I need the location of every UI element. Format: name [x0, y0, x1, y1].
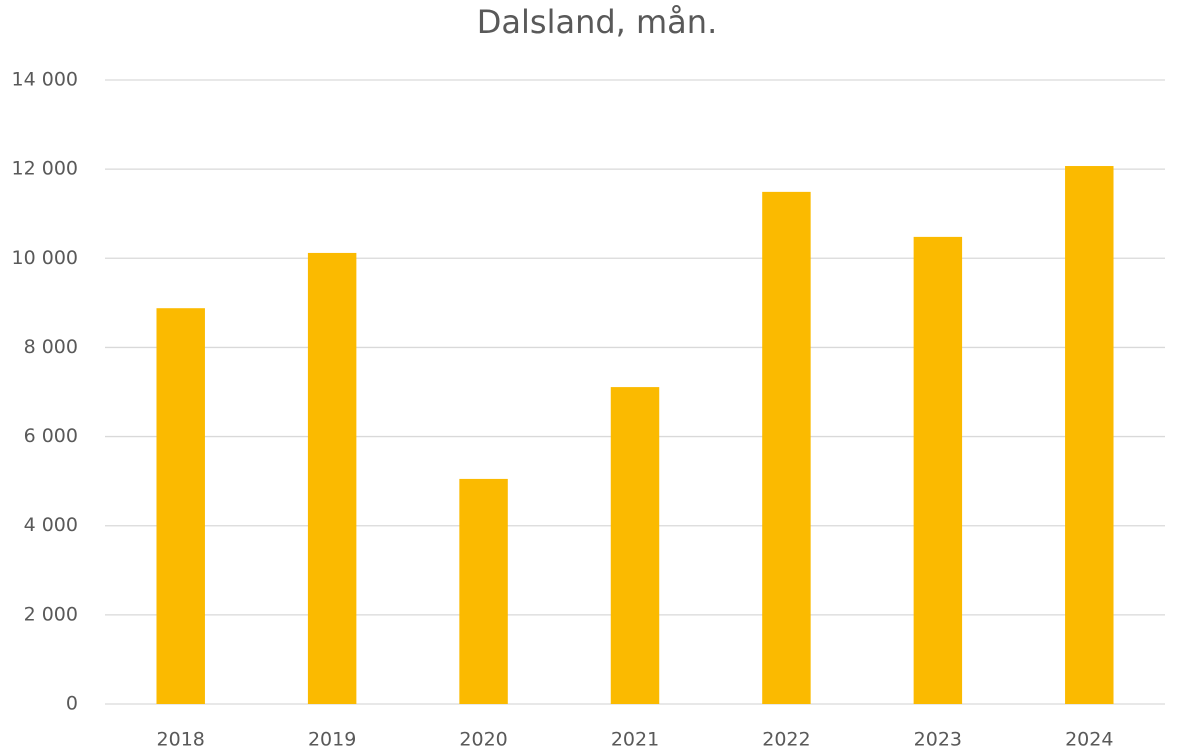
- y-tick-label: 10 000: [12, 247, 78, 269]
- bar: [762, 191, 811, 705]
- y-tick-label: 4 000: [24, 514, 78, 536]
- x-tick-label: 2020: [459, 729, 507, 751]
- bar: [610, 387, 660, 704]
- y-tick-label: 2 000: [24, 603, 78, 625]
- bar: [307, 252, 357, 705]
- x-tick-label: 2019: [308, 729, 356, 751]
- y-tick-label: 6 000: [24, 425, 78, 447]
- x-tick-label: 2021: [611, 729, 659, 751]
- bar: [156, 308, 205, 704]
- x-tick-label: 2023: [914, 729, 962, 751]
- bar: [459, 478, 508, 704]
- y-tick-label: 0: [66, 693, 78, 715]
- chart-title: Dalsland, mån.: [477, 3, 717, 41]
- x-tick-label: 2018: [157, 729, 205, 751]
- x-tick-label: 2024: [1065, 729, 1113, 751]
- y-tick-label: 12 000: [12, 158, 78, 180]
- y-tick-label: 14 000: [12, 69, 78, 91]
- bar: [913, 236, 963, 705]
- y-tick-label: 8 000: [24, 336, 78, 358]
- x-tick-label: 2022: [762, 729, 810, 751]
- bar: [1065, 166, 1114, 705]
